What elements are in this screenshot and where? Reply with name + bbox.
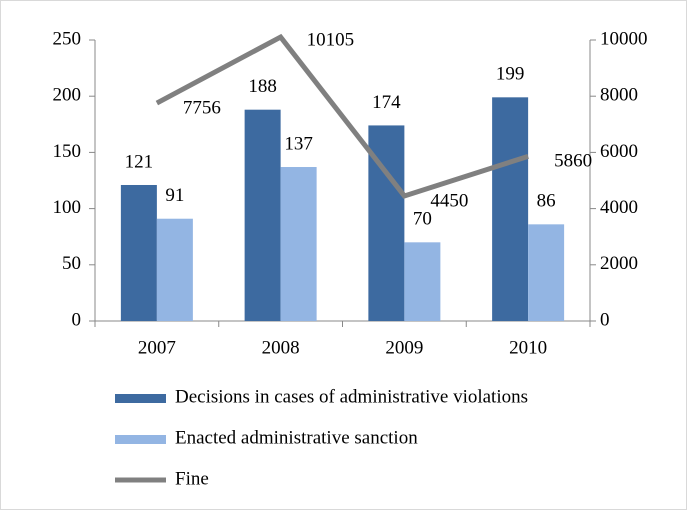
line-series: [155, 33, 529, 199]
y-tick-label: 250: [53, 28, 82, 49]
y2-tick-label: 0: [600, 309, 610, 330]
bar: [244, 109, 281, 321]
legend-swatch: [115, 435, 166, 444]
value-label: 188: [248, 76, 277, 97]
y2-tick-label: 2000: [600, 253, 638, 274]
value-label: 4450: [430, 190, 468, 211]
bar: [528, 224, 565, 321]
y-tick-label: 50: [62, 253, 81, 274]
value-label: 86: [537, 191, 556, 212]
x-tick-label: 2009: [385, 337, 423, 358]
legend-label: Enacted administrative sanction: [175, 427, 418, 448]
y-tick-label: 150: [53, 141, 82, 162]
value-label: 199: [496, 64, 525, 85]
value-label: 70: [413, 209, 432, 230]
x-tick-label: 2010: [509, 337, 547, 358]
value-label: 5860: [554, 151, 592, 172]
y2-tick-label: 4000: [600, 197, 638, 218]
bar: [120, 184, 157, 321]
y2-tick-label: 6000: [600, 141, 638, 162]
y-tick-label: 100: [53, 197, 82, 218]
legend-swatch: [115, 394, 166, 403]
bar: [404, 242, 441, 321]
y2-tick-label: 8000: [600, 85, 638, 106]
y2-tick-label: 10000: [600, 28, 648, 49]
y-tick-label: 0: [72, 309, 82, 330]
value-label: 121: [125, 151, 154, 172]
x-tick-label: 2007: [138, 337, 176, 358]
bar: [156, 218, 193, 321]
value-label: 137: [284, 133, 313, 154]
value-label: 174: [372, 92, 401, 113]
value-label: 91: [165, 185, 184, 206]
bar: [280, 167, 317, 321]
y-tick-label: 200: [53, 85, 82, 106]
bar: [492, 97, 529, 321]
legend-label: Decisions in cases of administrative vio…: [175, 386, 528, 407]
value-label: 7756: [183, 97, 221, 118]
value-label: 10105: [307, 29, 355, 50]
legend-label: Fine: [175, 468, 209, 489]
x-tick-label: 2008: [262, 337, 300, 358]
